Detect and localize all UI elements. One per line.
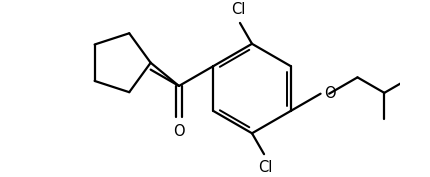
Text: O: O [173,124,185,139]
Text: O: O [324,86,336,101]
Text: Cl: Cl [231,2,246,17]
Text: Cl: Cl [258,160,273,175]
